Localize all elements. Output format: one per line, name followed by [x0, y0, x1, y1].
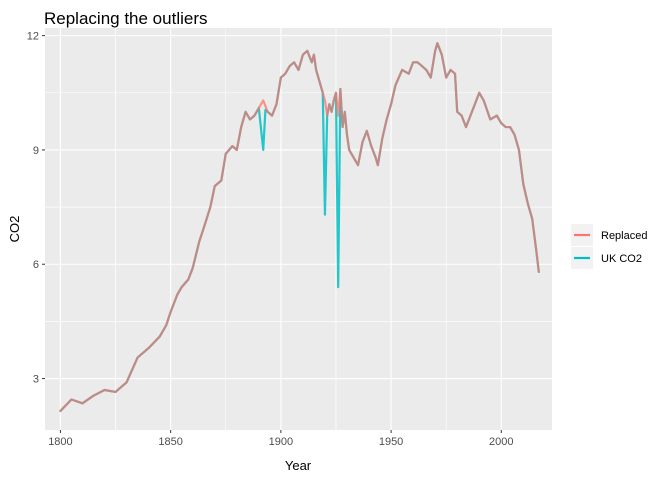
y-axis-title: CO2	[7, 216, 22, 243]
legend: Replaced UK CO2	[571, 224, 647, 269]
series-layer	[59, 42, 540, 413]
x-tick-label: 1850	[158, 436, 182, 448]
x-axis-title: Year	[285, 458, 312, 473]
axis-layer: 1800 1850 1900 1950 2000 3 6 9 12	[27, 31, 514, 448]
x-tick-label: 1800	[48, 436, 72, 448]
chart-title: Replacing the outliers	[44, 9, 207, 28]
legend-label: Replaced	[601, 230, 647, 242]
y-tick-label: 9	[33, 145, 39, 157]
series-line-replaced	[59, 42, 540, 413]
x-tick-label: 1900	[269, 436, 293, 448]
y-tick-label: 6	[33, 259, 39, 271]
legend-label: UK CO2	[601, 253, 642, 265]
y-tick-label: 3	[33, 374, 39, 386]
x-tick-label: 1950	[379, 436, 403, 448]
y-tick-label: 12	[27, 31, 39, 43]
x-tick-label: 2000	[489, 436, 513, 448]
plot-panel	[45, 28, 552, 430]
